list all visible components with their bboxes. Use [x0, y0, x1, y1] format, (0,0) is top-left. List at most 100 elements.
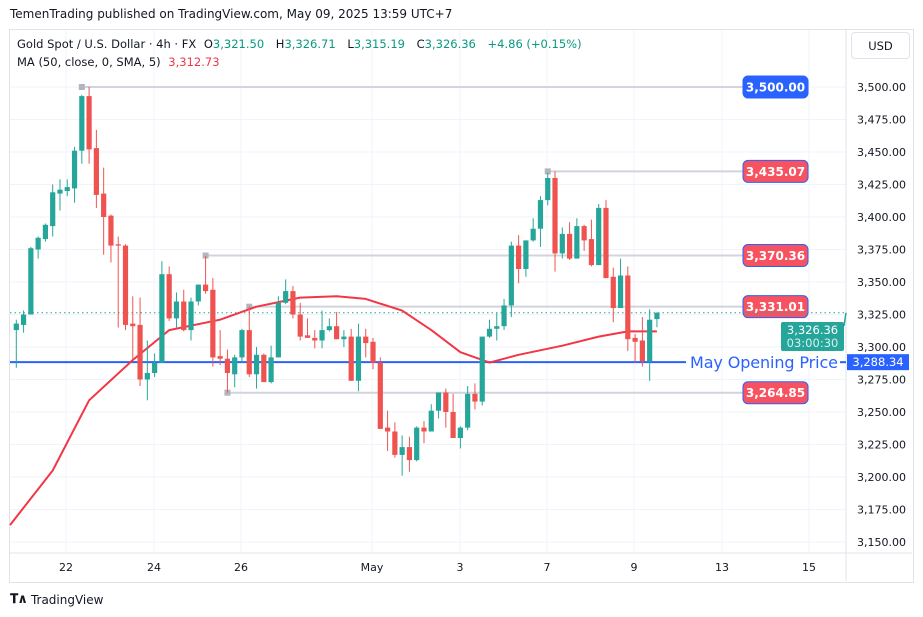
candle-up: [283, 291, 289, 303]
level-price-text: 3,500.00: [746, 81, 805, 95]
candle-down: [137, 324, 143, 380]
candle-down: [632, 337, 638, 342]
candle-up: [574, 226, 580, 259]
candle-down: [516, 245, 522, 269]
candle-down: [625, 275, 631, 340]
last-price-label-connector: [843, 312, 847, 327]
y-tick-label: 3,350.00: [857, 276, 906, 289]
candle-up: [268, 357, 274, 383]
candle-up: [159, 274, 165, 363]
candle-up: [144, 373, 150, 380]
candle-down: [166, 274, 172, 319]
candle-up: [486, 328, 493, 337]
level-price-label: [742, 244, 809, 268]
candle-up: [508, 245, 514, 306]
candle-up: [20, 314, 27, 325]
candle-down: [334, 326, 340, 340]
candle-up: [239, 330, 245, 358]
candle-down: [93, 148, 99, 195]
y-tick-label: 3,225.00: [857, 439, 906, 452]
y-tick-label: 3,200.00: [857, 471, 906, 484]
candle-up: [647, 319, 653, 362]
candle-down: [290, 291, 296, 315]
candle-up: [341, 336, 347, 340]
currency-button[interactable]: USD: [851, 32, 910, 59]
candle-up: [28, 248, 34, 315]
level-anchor-handle: [78, 84, 85, 90]
high-label: H: [275, 37, 285, 51]
y-tick-label: 3,375.00: [857, 244, 906, 257]
y-tick-label: 3,300.00: [857, 341, 906, 354]
high-value: 3,326.71: [284, 37, 336, 51]
publisher-line: TemenTrading published on TradingView.co…: [10, 7, 453, 21]
candle-down: [210, 289, 216, 358]
x-tick-label: 9: [631, 561, 638, 574]
candle-down: [297, 314, 303, 337]
candle-down: [86, 96, 92, 150]
candle-up: [42, 224, 49, 240]
candle-up: [319, 330, 325, 341]
candle-up: [64, 187, 70, 191]
candle-down: [392, 431, 398, 455]
opening-price-axis-text: 3,288.34: [852, 355, 903, 369]
chart-frame: [9, 29, 914, 583]
candle-up: [173, 301, 180, 319]
candle-up: [253, 354, 260, 375]
candle-up: [465, 393, 471, 428]
candle-up: [414, 427, 420, 461]
level-anchor-handle: [544, 168, 551, 175]
candle-up: [654, 312, 660, 320]
candle-down: [443, 392, 449, 412]
candle-up: [232, 357, 238, 375]
x-tick-label: 13: [715, 561, 729, 574]
close-value: 3,326.36: [424, 37, 476, 51]
candle-down: [108, 215, 114, 246]
x-tick-label: May: [361, 561, 384, 574]
low-label: L: [347, 37, 354, 51]
candle-down: [384, 427, 391, 432]
x-tick-label: 22: [59, 561, 73, 574]
candle-down: [181, 301, 187, 331]
low-value: 3,315.19: [353, 37, 405, 51]
ma-indicator-label[interactable]: MA (50, close, 0, SMA, 5): [17, 55, 161, 69]
y-tick-label: 3,275.00: [857, 374, 906, 387]
candle-down: [217, 356, 223, 359]
candle-down: [552, 178, 558, 254]
candle-up: [479, 336, 485, 402]
candle-up: [523, 240, 529, 269]
footer-brand[interactable]: TradingView: [30, 592, 104, 607]
may-opening-price-label: May Opening Price: [690, 353, 838, 372]
candle-up: [559, 233, 565, 254]
candle-up: [275, 302, 281, 358]
candle-down: [304, 335, 311, 338]
candle-down: [603, 207, 609, 279]
last-price-axis-label: [781, 322, 844, 351]
level-anchor-handle: [246, 303, 253, 310]
candle-up: [355, 336, 362, 381]
candle-down: [122, 245, 129, 325]
candle-down: [377, 362, 383, 429]
level-anchor-handle: [224, 389, 231, 396]
candle-up: [152, 362, 158, 373]
candle-down: [261, 354, 267, 383]
bar-countdown-text: 03:00:30: [787, 336, 839, 350]
level-price-label: [742, 75, 809, 99]
x-tick-label: 24: [147, 561, 161, 574]
y-tick-label: 3,325.00: [857, 309, 906, 322]
candle-down: [610, 276, 616, 308]
candle-up: [35, 237, 41, 250]
symbol-name[interactable]: Gold Spot / U.S. Dollar · 4h · FX: [17, 37, 197, 51]
candle-down: [312, 337, 318, 341]
y-tick-label: 3,400.00: [857, 211, 906, 224]
level-price-label: [742, 295, 809, 319]
level-price-text: 3,331.01: [746, 300, 805, 314]
candle-down: [581, 226, 587, 241]
candle-down: [348, 336, 354, 381]
y-tick-label: 3,250.00: [857, 406, 906, 419]
chart-legend: Gold Spot / U.S. Dollar · 4h · FX O3,321…: [17, 35, 586, 71]
candle-down: [588, 239, 595, 266]
candle-up: [13, 323, 19, 331]
level-price-text: 3,264.85: [746, 386, 805, 400]
